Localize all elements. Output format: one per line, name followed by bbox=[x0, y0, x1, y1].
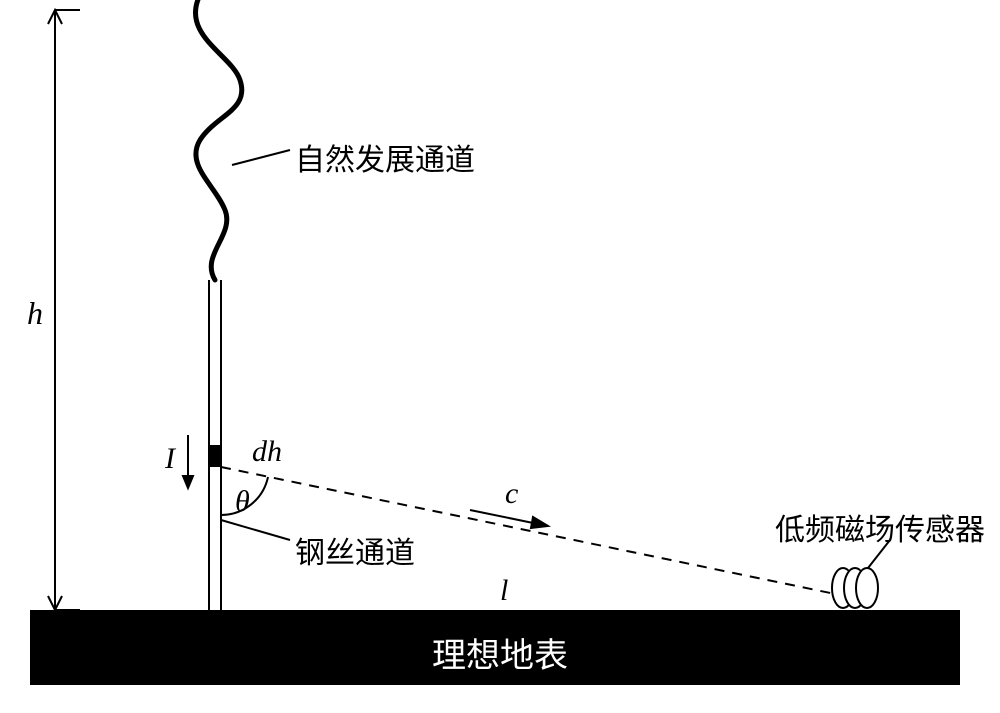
height-bracket bbox=[48, 10, 80, 610]
c-arrow bbox=[470, 510, 548, 528]
diagram-canvas: 理想地表 自然发展通道 钢丝通道 低频磁场传感器 I dh θ c l h bbox=[0, 0, 1000, 713]
wire-channel-leader bbox=[221, 520, 290, 540]
diagram-svg bbox=[0, 0, 1000, 713]
sensor-coil bbox=[832, 568, 878, 608]
sensor-leader bbox=[868, 540, 890, 568]
ground-rect bbox=[30, 610, 960, 685]
dh-segment bbox=[209, 445, 221, 467]
natural-channel-path bbox=[195, 0, 241, 280]
current-arrow bbox=[183, 435, 193, 488]
theta-arc bbox=[221, 477, 268, 515]
propagation-dashed-line bbox=[221, 467, 840, 595]
natural-channel-leader bbox=[232, 150, 290, 165]
